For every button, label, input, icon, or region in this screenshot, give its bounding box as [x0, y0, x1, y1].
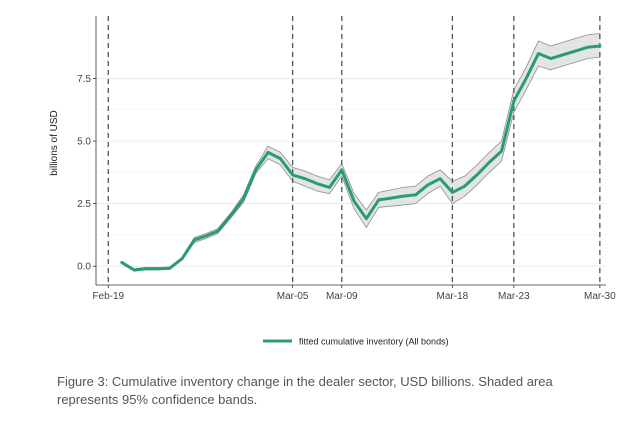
y-tick-label: 0.0 — [77, 262, 91, 273]
y-tick-label: 2.5 — [77, 199, 91, 210]
x-tick-label: Feb-19 — [92, 291, 124, 302]
legend: fitted cumulative inventory (All bonds) — [263, 337, 449, 347]
series-line — [120, 44, 602, 272]
confidence-band — [121, 33, 600, 272]
y-axis-label: billions of USD — [49, 110, 60, 176]
x-axis: Feb-19 Mar-05 Mar-09 Mar-18 Mar-23 Mar-30 — [92, 284, 616, 302]
plot-panel — [96, 16, 606, 285]
confidence-band-lower — [121, 56, 600, 272]
x-tick-label: Mar-09 — [326, 291, 358, 302]
figure-caption: Figure 3: Cumulative inventory change in… — [57, 374, 553, 407]
y-tick-label: 7.5 — [77, 74, 91, 85]
y-axis: 0.0 2.5 5.0 7.5 — [77, 16, 97, 285]
x-tick-label: Mar-18 — [437, 291, 469, 302]
x-tick-label: Mar-05 — [277, 291, 309, 302]
x-tick-label: Mar-23 — [498, 291, 530, 302]
x-tick-label: Mar-30 — [584, 291, 616, 302]
y-tick-label: 5.0 — [77, 137, 91, 148]
confidence-band-upper — [121, 33, 600, 270]
legend-label: fitted cumulative inventory (All bonds) — [299, 337, 449, 347]
